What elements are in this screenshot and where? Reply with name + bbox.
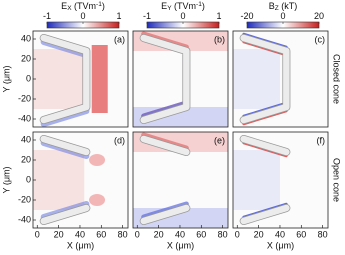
x-tick-label: 60 [96, 229, 106, 239]
label-part: Z [275, 5, 279, 12]
field-region [40, 204, 90, 225]
field-region [33, 49, 85, 109]
colorbar-tick-label: 1 [116, 11, 121, 21]
x-tick-label: 0 [235, 229, 240, 239]
field-region [140, 204, 190, 225]
colorbar-tick-label: -1 [43, 11, 51, 21]
x-tick-label: 20 [154, 229, 164, 239]
field-region [89, 194, 106, 206]
label-part: (TVm [72, 1, 97, 11]
label-part: X [67, 5, 72, 12]
panel-frame [132, 30, 229, 128]
field-region [40, 34, 90, 124]
field-region [33, 150, 85, 210]
x-tick-label: 40 [175, 229, 185, 239]
panel-frame [132, 131, 229, 229]
label-part: B [269, 1, 275, 11]
colorbar-tick-label: -1 [143, 11, 151, 21]
label-part: Y [167, 5, 172, 12]
y-tick-label: -20 [18, 93, 31, 103]
heatmap [133, 31, 228, 127]
y-tick-label: 40 [21, 134, 31, 144]
field-region [140, 135, 190, 156]
x-tick-label: 20 [54, 229, 64, 239]
x-tick-label: 60 [196, 229, 206, 239]
panel-label: (c) [315, 34, 326, 44]
x-axis-label: X (μm) [67, 240, 94, 250]
label-part: -1 [96, 1, 102, 8]
colorbar-tick-label: -20 [240, 11, 253, 21]
colorbar-tick-label: 1 [216, 11, 221, 21]
y-tick-label: 0 [26, 174, 31, 184]
field-region [40, 135, 90, 156]
label-part: ) [202, 1, 205, 11]
panel-frame [232, 30, 329, 128]
colorbar-label: EX (TVm-1) [61, 1, 105, 12]
label-part: ) [102, 1, 105, 11]
heatmap [33, 31, 128, 127]
colorbar-tick-label: 0 [180, 11, 185, 21]
label-part: E [161, 1, 167, 11]
field-region [240, 34, 290, 124]
y-tick-label: -20 [18, 194, 31, 204]
x-tick-label: 0 [35, 229, 40, 239]
label-part: (kT) [279, 1, 298, 11]
panel-label: (d) [114, 135, 125, 145]
colorbar-tick-label: 0 [80, 11, 85, 21]
panel-label: (f) [317, 135, 326, 145]
label-part: E [61, 1, 67, 11]
y-tick-label: 20 [21, 154, 31, 164]
x-tick-label: 80 [218, 229, 228, 239]
heatmap [233, 132, 328, 228]
row-label: Closed cone [332, 54, 342, 104]
x-tick-label: 20 [254, 229, 264, 239]
x-axis-label: X (μm) [267, 240, 294, 250]
y-tick-label: 0 [26, 73, 31, 83]
x-axis-label: X (μm) [167, 240, 194, 250]
heatmap [133, 132, 228, 228]
heatmap [33, 132, 128, 228]
colorbar-label: EY (TVm-1) [161, 1, 205, 12]
panel-label: (b) [214, 34, 225, 44]
field-region [91, 45, 108, 113]
label-part: -1 [196, 1, 202, 8]
x-tick-label: 40 [275, 229, 285, 239]
y-axis-label: Y (μm) [1, 166, 11, 193]
y-tick-label: -40 [18, 214, 31, 224]
field-region [89, 154, 106, 166]
panel-label: (e) [214, 135, 225, 145]
heatmap [233, 31, 328, 127]
y-tick-label: 40 [21, 33, 31, 43]
field-region [233, 150, 280, 210]
field-region [140, 34, 190, 124]
field-region [233, 49, 280, 109]
y-axis-label: Y (μm) [1, 65, 11, 92]
panel-label: (a) [114, 34, 125, 44]
field-region [240, 135, 290, 156]
x-tick-label: 40 [75, 229, 85, 239]
x-tick-label: 60 [296, 229, 306, 239]
row-label: Open cone [332, 158, 342, 202]
colorbar-label: BZ (kT) [269, 1, 298, 12]
field-region [240, 204, 290, 225]
x-tick-label: 80 [118, 229, 128, 239]
x-tick-label: 0 [135, 229, 140, 239]
y-tick-label: -40 [18, 113, 31, 123]
y-tick-label: 20 [21, 53, 31, 63]
label-part: (TVm [172, 1, 197, 11]
panel-frame [232, 131, 329, 229]
colorbar-tick-label: 20 [314, 11, 324, 21]
x-tick-label: 80 [318, 229, 328, 239]
colorbar-tick-label: 0 [280, 11, 285, 21]
